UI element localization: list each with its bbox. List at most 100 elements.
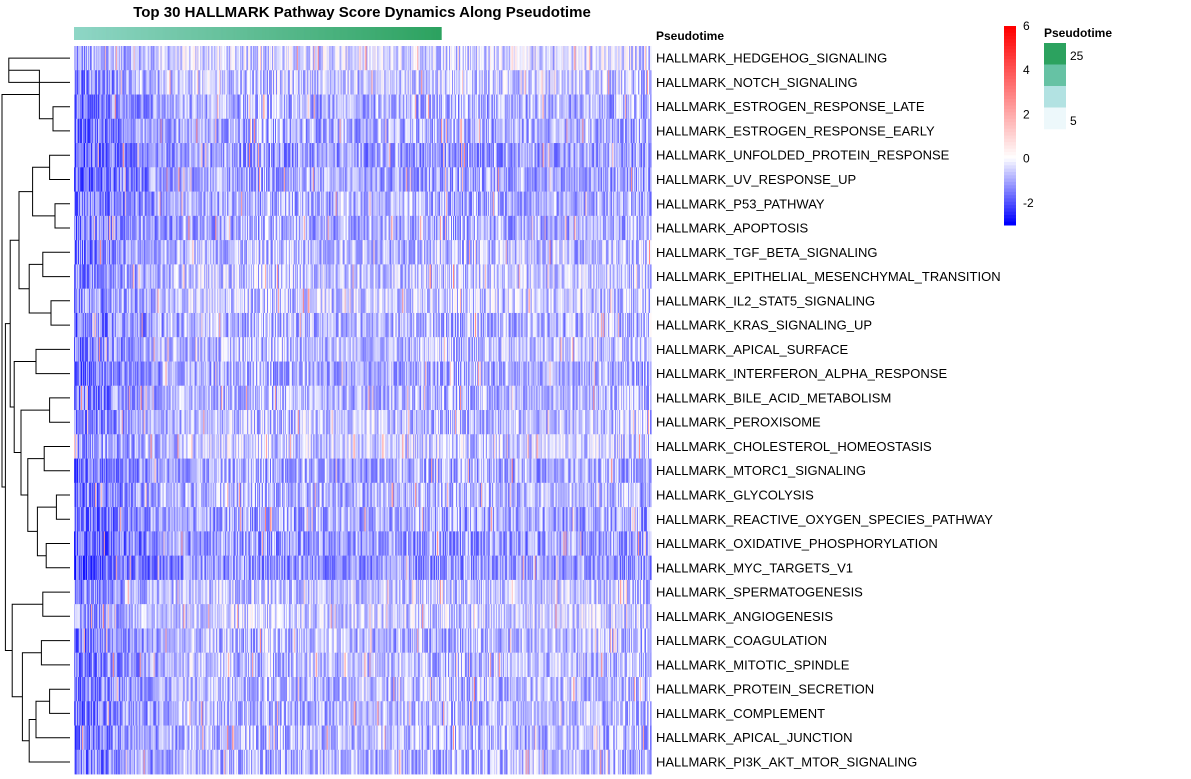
- heatmap-cell: [530, 215, 533, 241]
- heatmap-cell: [174, 143, 177, 168]
- heatmap-cell: [215, 143, 217, 168]
- heatmap-cell: [140, 191, 143, 217]
- annotation-cell: [430, 27, 432, 40]
- heatmap-cell: [278, 94, 281, 120]
- heatmap-cell: [552, 215, 555, 241]
- heatmap-cell: [167, 143, 170, 168]
- heatmap-cell: [295, 46, 298, 71]
- heatmap-cell: [299, 70, 302, 95]
- heatmap-cell: [151, 46, 154, 71]
- heatmap-cell: [262, 70, 264, 95]
- heatmap-cell: [354, 167, 357, 192]
- heatmap-cell: [428, 143, 430, 168]
- annotation-cell: [223, 27, 225, 40]
- heatmap-cell: [229, 94, 231, 120]
- heatmap-cell: [363, 215, 366, 241]
- heatmap-cell: [413, 46, 415, 71]
- annotation-cell: [163, 27, 166, 40]
- heatmap-cell: [149, 167, 152, 192]
- heatmap-cell: [289, 46, 292, 71]
- heatmap-cell: [172, 46, 175, 71]
- heatmap-cell: [588, 215, 590, 241]
- heatmap-cell: [185, 118, 188, 144]
- heatmap-cell: [267, 94, 269, 120]
- heatmap-cell: [99, 94, 102, 120]
- heatmap-cell: [495, 215, 498, 241]
- heatmap-cell: [401, 167, 403, 192]
- heatmap-cell: [416, 191, 418, 217]
- heatmap-cell: [180, 167, 183, 192]
- heatmap-cell: [299, 46, 302, 71]
- heatmap-cell: [629, 118, 631, 144]
- annotation-cell: [266, 27, 268, 40]
- heatmap-cell: [399, 70, 401, 95]
- heatmap-cell: [647, 70, 649, 95]
- heatmap-cell: [426, 215, 428, 241]
- heatmap-cell: [509, 46, 512, 71]
- heatmap-cell: [460, 118, 463, 144]
- heatmap-cell: [160, 70, 163, 95]
- heatmap-cell: [119, 94, 122, 120]
- heatmap-cell: [607, 94, 609, 120]
- heatmap-cell: [413, 118, 415, 144]
- heatmap-cell: [201, 191, 203, 217]
- heatmap-cell: [130, 143, 133, 168]
- heatmap-cell: [506, 143, 509, 168]
- heatmap-cell: [240, 94, 242, 120]
- heatmap-cell: [449, 46, 451, 71]
- heatmap-cell: [489, 70, 492, 95]
- heatmap-cell: [222, 215, 224, 241]
- heatmap-row: [74, 118, 652, 144]
- annotation-cell: [419, 27, 421, 40]
- heatmap-cell: [154, 215, 157, 241]
- heatmap-cell: [644, 46, 646, 71]
- heatmap-cell: [349, 191, 352, 217]
- heatmap-cell: [448, 70, 450, 95]
- annotation-cell: [298, 27, 301, 40]
- heatmap-cell: [380, 191, 382, 217]
- heatmap-cell: [402, 143, 404, 168]
- heatmap-cell: [638, 191, 640, 217]
- heatmap-cell: [184, 94, 187, 120]
- annotation-cell: [308, 27, 311, 40]
- heatmap-cell: [573, 215, 575, 241]
- heatmap-cell: [431, 191, 433, 217]
- heatmap-cell: [416, 215, 418, 241]
- heatmap-cell: [179, 118, 182, 144]
- heatmap-cell: [532, 70, 535, 95]
- heatmap-cell: [475, 215, 478, 241]
- heatmap-cell: [256, 143, 258, 168]
- heatmap-cell: [503, 46, 506, 71]
- heatmap-cell: [263, 46, 265, 71]
- heatmap-cell: [536, 70, 539, 95]
- annotation-cell: [177, 27, 180, 40]
- heatmap-cell: [404, 118, 406, 144]
- heatmap-cell: [108, 70, 111, 95]
- heatmap-cell: [306, 94, 309, 120]
- heatmap-cell: [127, 191, 130, 217]
- heatmap-cell: [183, 191, 186, 217]
- annotation-cell: [344, 27, 347, 40]
- heatmap-cell: [218, 167, 220, 192]
- heatmap-cell: [190, 143, 192, 168]
- heatmap-cell: [117, 215, 120, 241]
- annotation-cell: [414, 27, 416, 40]
- heatmap-cell: [602, 215, 604, 241]
- heatmap-cell: [197, 167, 199, 192]
- heatmap-cell: [447, 118, 449, 144]
- heatmap-cell: [110, 70, 113, 95]
- heatmap-cell: [545, 143, 548, 168]
- heatmap-cell: [280, 70, 283, 95]
- heatmap-cell: [191, 94, 193, 120]
- heatmap-cell: [611, 118, 613, 144]
- annotation-cell: [399, 27, 401, 40]
- heatmap-cell: [146, 94, 149, 120]
- heatmap-cell: [291, 118, 294, 144]
- heatmap-cell: [340, 70, 343, 95]
- heatmap-cell: [396, 215, 398, 241]
- heatmap-cell: [398, 118, 400, 144]
- heatmap-cell: [288, 167, 291, 192]
- heatmap-cell: [495, 94, 498, 120]
- heatmap-cell: [124, 118, 127, 144]
- heatmap-cell: [326, 46, 329, 71]
